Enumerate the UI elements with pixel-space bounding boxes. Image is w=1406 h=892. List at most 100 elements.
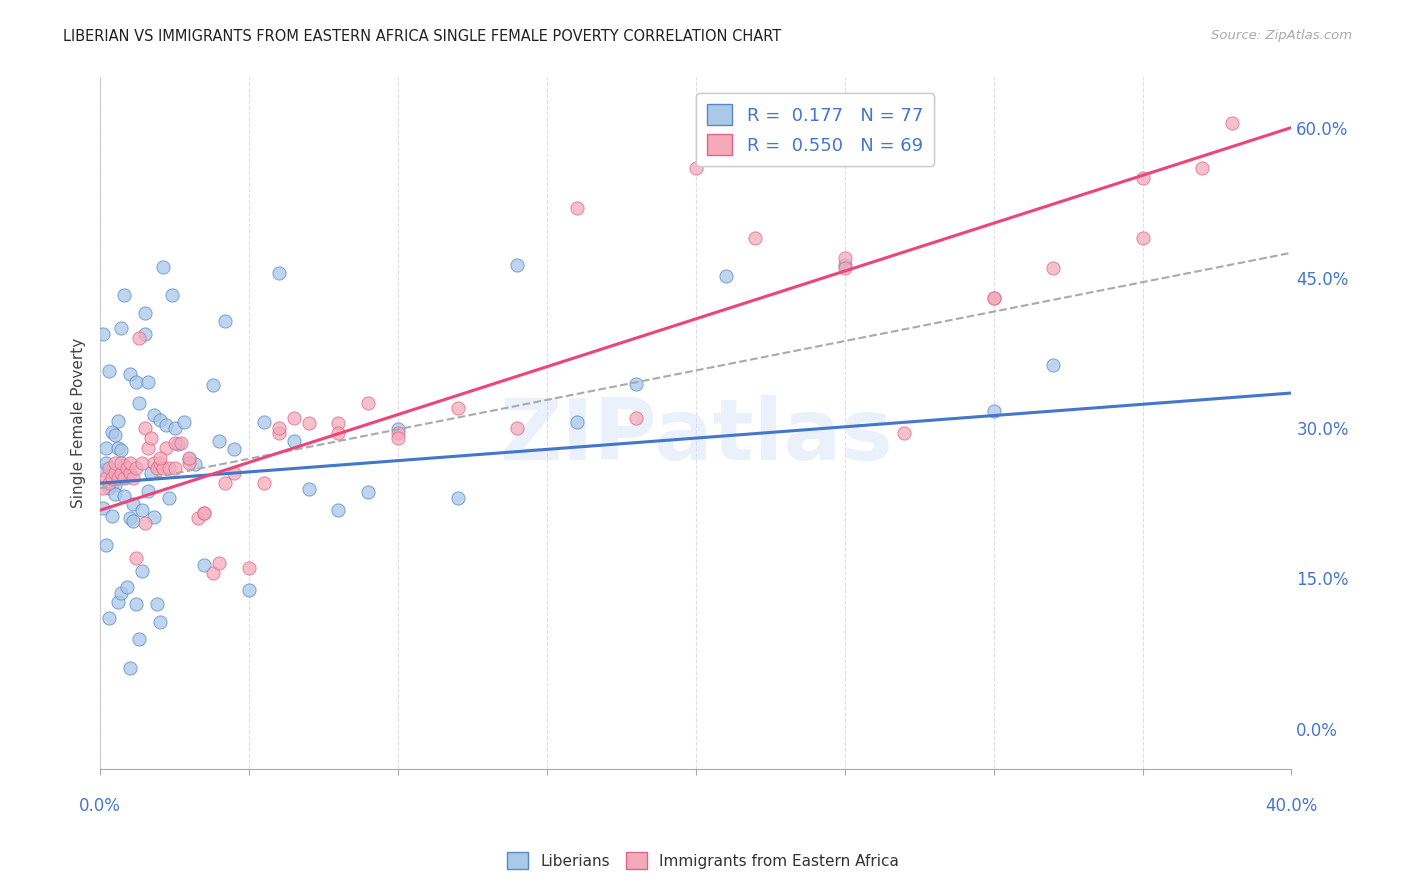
Legend: Liberians, Immigrants from Eastern Africa: Liberians, Immigrants from Eastern Afric… — [501, 846, 905, 875]
Point — [107, 595, 129, 609]
Point — [134, 421, 156, 435]
Point — [744, 231, 766, 245]
Point — [267, 426, 290, 441]
Point — [253, 415, 276, 429]
Point — [142, 408, 165, 422]
Point — [163, 421, 186, 435]
Point — [1042, 358, 1064, 372]
Point — [107, 414, 129, 428]
Point — [112, 458, 135, 472]
Point — [134, 306, 156, 320]
Point — [118, 661, 141, 675]
Text: 40.0%: 40.0% — [1265, 797, 1317, 814]
Point — [101, 475, 124, 490]
Point — [91, 481, 114, 495]
Point — [136, 441, 159, 455]
Point — [139, 467, 162, 481]
Point — [626, 376, 648, 391]
Point — [297, 482, 319, 496]
Point — [506, 259, 529, 273]
Point — [128, 331, 150, 345]
Point — [184, 458, 207, 472]
Point — [893, 426, 915, 441]
Point — [283, 434, 305, 448]
Point — [104, 487, 127, 501]
Point — [214, 314, 236, 328]
Point — [118, 456, 141, 470]
Point — [214, 476, 236, 491]
Point — [118, 367, 141, 381]
Point — [169, 436, 191, 450]
Point — [136, 375, 159, 389]
Point — [122, 471, 145, 485]
Point — [983, 404, 1005, 418]
Point — [267, 266, 290, 280]
Point — [145, 597, 167, 611]
Point — [1191, 161, 1213, 175]
Point — [224, 442, 246, 457]
Point — [122, 497, 145, 511]
Point — [506, 421, 529, 435]
Point — [131, 564, 153, 578]
Point — [357, 396, 380, 410]
Point — [112, 471, 135, 485]
Point — [155, 441, 177, 455]
Point — [626, 411, 648, 425]
Point — [166, 437, 188, 451]
Point — [328, 426, 350, 441]
Point — [122, 514, 145, 528]
Point — [104, 456, 127, 470]
Y-axis label: Single Female Poverty: Single Female Poverty — [72, 338, 86, 508]
Point — [98, 364, 121, 378]
Point — [101, 425, 124, 439]
Point — [179, 452, 201, 467]
Point — [253, 476, 276, 491]
Point — [157, 461, 180, 475]
Point — [446, 491, 468, 506]
Point — [208, 557, 231, 571]
Point — [155, 418, 177, 433]
Point — [202, 566, 225, 581]
Point — [163, 436, 186, 450]
Point — [328, 502, 350, 516]
Point — [112, 489, 135, 503]
Point — [125, 375, 148, 389]
Point — [149, 451, 172, 466]
Point — [565, 415, 588, 429]
Text: LIBERIAN VS IMMIGRANTS FROM EASTERN AFRICA SINGLE FEMALE POVERTY CORRELATION CHA: LIBERIAN VS IMMIGRANTS FROM EASTERN AFRI… — [63, 29, 782, 44]
Point — [91, 463, 114, 477]
Point — [94, 442, 117, 456]
Point — [152, 260, 174, 274]
Point — [983, 291, 1005, 305]
Point — [91, 500, 114, 515]
Point — [110, 442, 132, 457]
Point — [163, 461, 186, 475]
Point — [267, 421, 290, 435]
Point — [357, 485, 380, 500]
Point — [224, 466, 246, 480]
Point — [157, 491, 180, 505]
Point — [118, 466, 141, 480]
Point — [104, 466, 127, 480]
Point — [149, 615, 172, 629]
Point — [328, 416, 350, 430]
Point — [91, 327, 114, 342]
Point — [110, 456, 132, 470]
Point — [104, 428, 127, 442]
Point — [145, 461, 167, 475]
Point — [98, 461, 121, 475]
Point — [101, 471, 124, 485]
Point — [149, 456, 172, 470]
Point — [1220, 115, 1243, 129]
Point — [98, 476, 121, 491]
Point — [187, 511, 209, 525]
Point — [98, 481, 121, 495]
Point — [139, 431, 162, 445]
Point — [387, 431, 409, 445]
Point — [834, 258, 856, 272]
Point — [1132, 170, 1154, 185]
Point — [193, 558, 215, 573]
Point — [152, 461, 174, 475]
Point — [131, 456, 153, 470]
Point — [193, 506, 215, 520]
